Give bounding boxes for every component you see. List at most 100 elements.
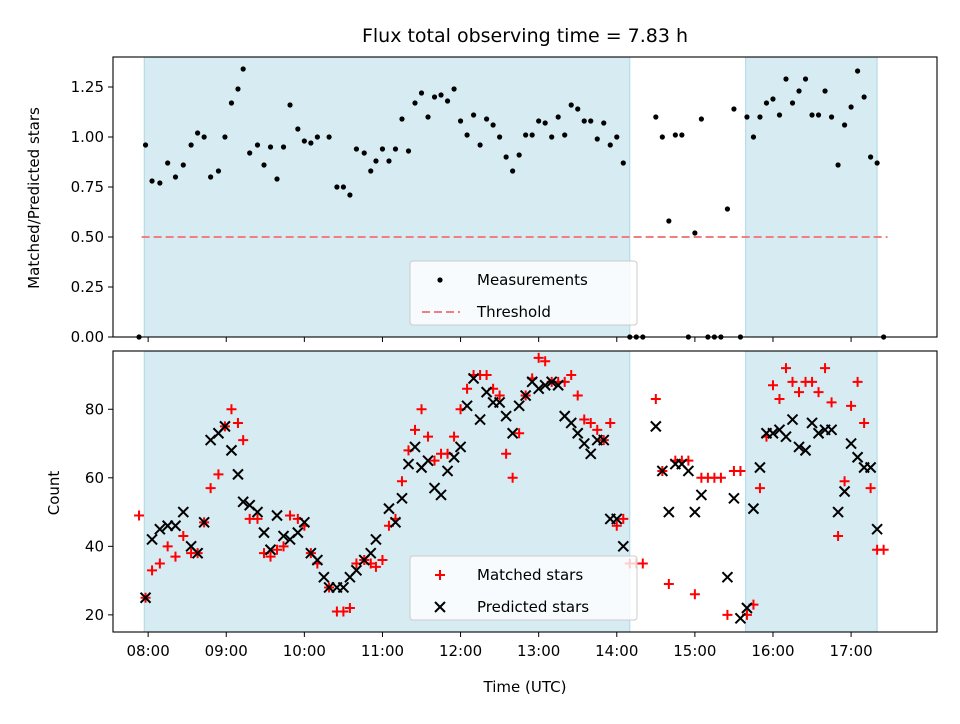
data-point [265,551,276,562]
data-point [871,523,883,535]
data-point [575,106,581,112]
data-point [318,571,330,583]
legend-label: Measurements [477,271,588,289]
legend-label: Matched stars [477,566,583,584]
data-point [149,178,155,184]
data-point [523,132,529,138]
data-point [353,146,360,152]
data-point [389,516,402,529]
data-point [851,451,864,463]
data-point [728,492,740,505]
data-point [314,134,320,140]
data-point [240,66,246,72]
data-point [370,561,381,572]
data-point [562,132,568,138]
data-point [734,612,747,625]
data-point [663,506,675,518]
y-tick-label: 1.00 [71,128,104,146]
data-point [555,114,561,120]
data-point [689,506,701,518]
data-point [715,472,726,483]
data-point [274,176,280,182]
data-point [405,148,412,154]
data-point [533,352,544,363]
data-point [201,134,207,140]
data-point [350,564,363,577]
data-point [195,130,201,136]
legend-marker [434,601,446,613]
data-point [444,98,451,104]
data-point [481,369,492,380]
data-point [767,380,778,391]
data-point [146,533,158,546]
data-point [679,132,685,138]
data-point [392,146,399,152]
data-point [592,424,603,435]
x-tick-label: 16:00 [751,642,794,660]
data-point [254,142,261,148]
data-point [607,142,613,148]
data-point [139,592,152,604]
data-point [780,430,792,443]
data-point [500,410,512,422]
data-point [457,118,464,124]
x-tick-label: 12:00 [439,642,482,660]
data-point [383,502,395,515]
data-point [379,146,386,152]
data-point [361,150,367,156]
data-point [787,376,798,387]
data-point [750,134,757,140]
data-point [565,417,577,429]
x-tick-label: 14:00 [595,642,638,660]
data-point [157,180,163,186]
legend-label: Threshold [476,303,551,321]
data-point [451,86,457,92]
data-point [232,417,243,428]
data-point [337,581,350,594]
data-point [653,114,659,120]
data-point [503,154,509,160]
data-point [272,544,283,555]
data-point [864,461,877,474]
data-point [298,516,311,529]
data-point [659,134,665,140]
data-point [820,363,831,374]
data-point [572,390,583,401]
data-point [461,400,473,412]
data-point [618,513,629,524]
data-point [285,510,296,521]
data-point [225,444,238,457]
data-point [494,390,505,401]
data-point [441,465,454,477]
legend-marker [435,570,445,580]
bottom-y-axis-label: Count [45,471,63,516]
data-point [425,114,431,120]
data-point [799,444,812,457]
data-point [467,372,480,385]
data-point [806,417,818,429]
data-point [510,168,516,174]
data-point [399,116,405,122]
data-point [513,400,525,412]
data-point [165,160,171,166]
data-point [780,363,791,374]
data-point [588,118,594,124]
legend-box [409,260,638,326]
data-point [188,142,194,148]
data-point [789,100,796,106]
data-point [396,476,407,487]
data-point [539,379,551,391]
data-point [809,112,815,118]
data-point [650,420,662,433]
data-point [832,506,844,518]
data-point [846,400,857,411]
data-point [368,168,374,174]
data-point [859,417,870,428]
data-point [581,118,587,124]
data-point [365,547,377,559]
data-point [549,134,555,140]
x-tick-label: 13:00 [517,642,560,660]
data-point [656,465,669,477]
data-point [878,544,889,555]
data-point [594,136,600,142]
